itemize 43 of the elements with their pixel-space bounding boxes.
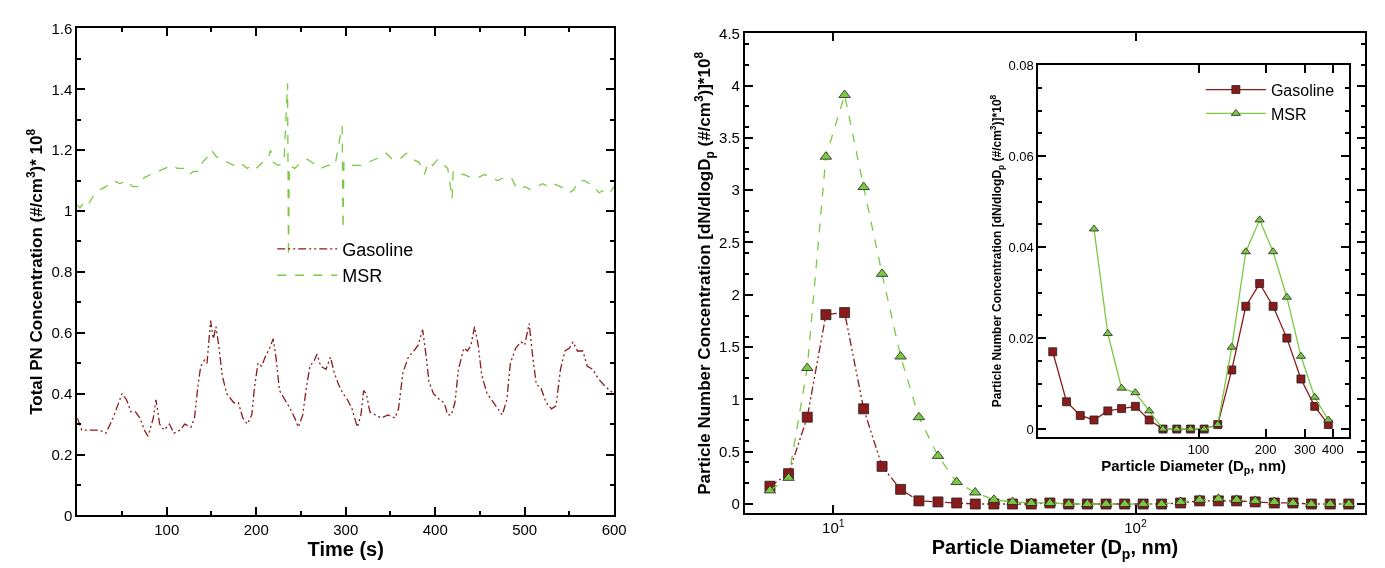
legend-label: MSR	[1270, 105, 1307, 123]
y-tick-label: 0	[1026, 421, 1034, 437]
y-tick-label: 3.5	[719, 129, 740, 147]
y-tick-label: 1.4	[51, 80, 73, 98]
x-tick-label: 10$^{1}$	[822, 517, 845, 537]
x-tick-label: 200	[243, 521, 269, 539]
y-tick-label: 1.5	[719, 338, 740, 356]
y-tick-label: 1.6	[51, 19, 73, 37]
x-tick-label: 10$^{2}$	[1124, 517, 1147, 537]
x-tick-label: 200	[1254, 442, 1277, 458]
y-tick-label: 0.6	[51, 324, 73, 342]
x-tick-label: 600	[601, 521, 627, 539]
y-tick-label: 0.06	[1008, 148, 1034, 164]
x-tick-label: 300	[333, 521, 359, 539]
y-tick-label: 4	[731, 76, 740, 94]
legend-label: MSR	[342, 266, 383, 287]
y-tick-label: 0.4	[51, 384, 73, 402]
legend-label: Gasoline	[342, 239, 414, 260]
legend-label: Gasoline	[1270, 81, 1335, 99]
x-axis-title: Time (s)	[307, 538, 384, 561]
y-tick-label: 0.5	[719, 442, 740, 460]
x-axis-title: Particle Diameter (D$_{p}$, nm)	[931, 536, 1179, 562]
y-tick-label: 0	[63, 506, 73, 524]
x-tick-label: 100	[154, 521, 180, 539]
y-tick-label: 0.02	[1008, 330, 1034, 346]
x-tick-label: 400	[422, 521, 448, 539]
y-tick-label: 0.04	[1008, 239, 1034, 255]
y-tick-label: 0.2	[51, 445, 73, 463]
y-tick-label: 4.5	[719, 24, 740, 42]
y-tick-label: 0.08	[1008, 57, 1034, 73]
y-tick-label: 0	[731, 495, 740, 513]
y-tick-label: 2	[731, 286, 740, 304]
x-tick-label: 500	[512, 521, 538, 539]
y-tick-label: 1	[731, 390, 740, 408]
y-tick-label: 1.2	[51, 141, 73, 159]
y-tick-label: 2.5	[719, 233, 740, 251]
y-tick-label: 3	[731, 181, 740, 199]
x-tick-label: 300	[1294, 442, 1316, 458]
x-axis-title: Particle Diameter (D$_{p}$, nm)	[1101, 457, 1287, 477]
x-tick-label: 400	[1321, 442, 1344, 458]
x-tick-label: 100	[1187, 442, 1210, 458]
y-tick-label: 0.8	[51, 263, 73, 281]
y-tick-label: 1	[63, 202, 73, 220]
